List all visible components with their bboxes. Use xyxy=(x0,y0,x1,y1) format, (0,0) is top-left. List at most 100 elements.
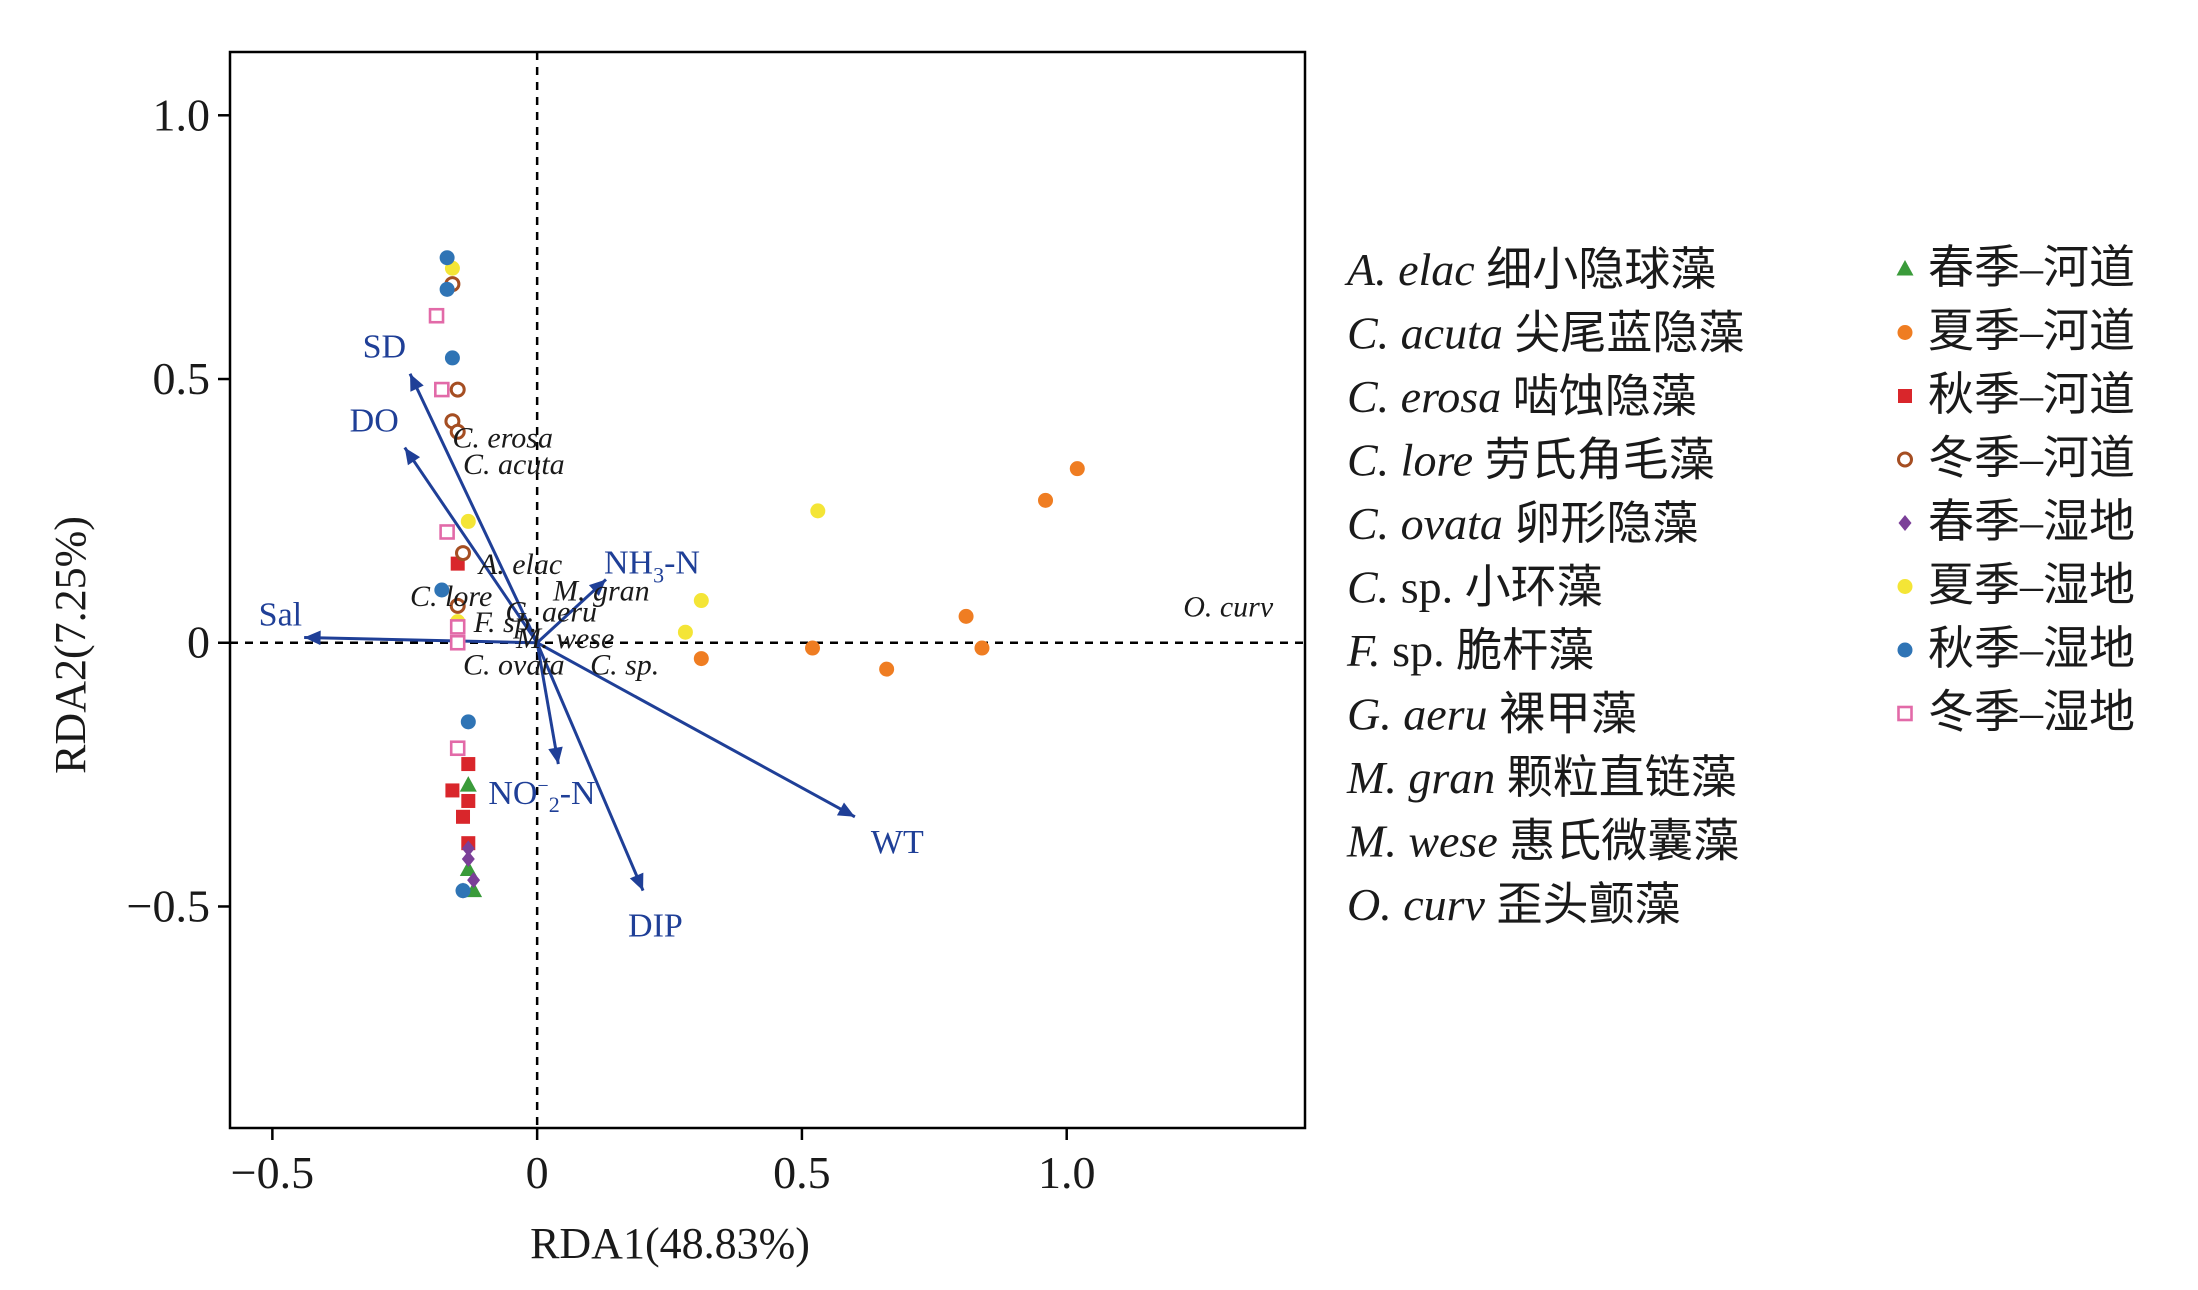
vector-arrowhead xyxy=(629,872,644,891)
vector-line xyxy=(403,446,539,644)
series-legend-label: 冬季–湿地 xyxy=(1928,687,2135,738)
sample-point xyxy=(460,714,476,730)
sample-point xyxy=(693,593,709,609)
species-legend-entry: O. curv 歪头颤藻 xyxy=(1347,879,1680,930)
sample-point xyxy=(449,740,466,757)
series-legend-label: 秋季–河道 xyxy=(1928,369,2135,420)
sample-point xyxy=(974,640,990,656)
x-tick-label: 0.5 xyxy=(773,1147,831,1198)
plot-frame xyxy=(228,50,1307,1130)
series-legend-label: 秋季–湿地 xyxy=(1928,623,2135,674)
sample-point xyxy=(467,872,481,889)
series-legend-marker xyxy=(1897,579,1913,594)
x-tick-label: 0 xyxy=(526,1147,549,1198)
vector-label: DIP xyxy=(628,908,683,945)
species-label: C. sp. xyxy=(590,648,659,681)
species-label: F. sp. xyxy=(473,606,538,639)
y-axis-title: RDA2(7.25%) xyxy=(46,516,95,774)
sample-point xyxy=(445,783,460,798)
vector-arrowhead xyxy=(836,802,855,817)
sample-point xyxy=(439,250,455,266)
vector-line xyxy=(536,641,856,819)
sample-point xyxy=(449,423,466,440)
species-label: G. aeru xyxy=(505,596,597,629)
vector-label: DO xyxy=(350,403,399,440)
species-label: M. wese xyxy=(515,622,614,655)
sample-point xyxy=(444,350,460,366)
sample-point xyxy=(461,793,476,808)
sample-point xyxy=(449,597,466,614)
species-label: O. curv xyxy=(1183,590,1274,623)
sample-point xyxy=(461,851,475,867)
sample-point xyxy=(449,634,466,651)
series-legend-marker xyxy=(1898,515,1912,531)
sample-point xyxy=(810,503,826,519)
sample-point xyxy=(1038,492,1054,508)
species-legend-entry: C. ovata 卵形隐藻 xyxy=(1347,498,1698,549)
species-label: M. gran xyxy=(552,575,650,608)
vector-label: NH3-N xyxy=(604,544,700,587)
x-tick-label: −0.5 xyxy=(231,1147,314,1198)
species-legend-entry: A. elac 细小隐球藻 xyxy=(1344,244,1716,295)
sample-point xyxy=(693,651,709,667)
sample-point xyxy=(459,860,477,877)
vector-arrowhead xyxy=(548,746,563,765)
species-label: C. ovata xyxy=(463,648,565,681)
species-legend-entry: C. acuta 尖尾蓝隐藻 xyxy=(1347,308,1744,359)
series-legend-marker xyxy=(1897,642,1913,658)
y-tick-label: 1.0 xyxy=(153,89,211,140)
vector-label: WT xyxy=(871,824,924,861)
sample-point xyxy=(455,883,471,899)
vector-arrowhead xyxy=(404,447,421,466)
y-tick-label: −0.5 xyxy=(127,880,210,931)
vector-arrowhead xyxy=(304,630,321,646)
sample-point xyxy=(439,281,455,297)
sample-point xyxy=(461,757,476,772)
vector-line xyxy=(535,642,560,765)
species-label: C. lore xyxy=(410,580,492,613)
vector-label: Sal xyxy=(259,596,302,633)
x-axis-title: RDA1(48.83%) xyxy=(530,1219,810,1268)
species-legend-entry: G. aeru 裸甲藻 xyxy=(1347,689,1637,740)
x-tick-label: 1.0 xyxy=(1038,1147,1096,1198)
y-tick-label: 0 xyxy=(187,617,210,668)
vector-line xyxy=(535,642,645,892)
species-legend-entry: C. erosa 啮蚀隐藻 xyxy=(1347,371,1697,422)
vector-label: NO−2-N xyxy=(488,775,595,817)
sample-point xyxy=(455,545,472,562)
species-legend: A. elac 细小隐球藻 C. acuta 尖尾蓝隐藻 C. erosa 啮蚀隐藻… xyxy=(1344,244,1744,930)
sample-point xyxy=(461,840,475,857)
sample-point xyxy=(958,608,974,624)
vector-arrowhead xyxy=(410,373,424,392)
sample-point xyxy=(456,809,471,824)
species-legend-entry: M. wese 惠氏微囊藻 xyxy=(1346,816,1739,867)
series-legend-label: 春季–湿地 xyxy=(1928,496,2135,547)
sample-point xyxy=(460,513,476,529)
series-legend-label: 夏季–河道 xyxy=(1928,306,2135,357)
series-legend-label: 夏季–湿地 xyxy=(1928,560,2135,611)
series-legend-marker xyxy=(1898,389,1912,403)
y-tick-label: 0.5 xyxy=(153,353,211,404)
vector-label: SD xyxy=(363,329,406,366)
vector-line xyxy=(408,373,539,644)
sample-point xyxy=(439,524,455,540)
sample-point xyxy=(1069,461,1085,477)
series-legend-label: 春季–河道 xyxy=(1928,242,2135,293)
series-legend-marker xyxy=(1897,705,1913,722)
sample-point xyxy=(449,619,466,635)
species-legend-entry: C. lore 劳氏角毛藻 xyxy=(1347,435,1715,486)
vector-line xyxy=(304,635,538,645)
series-legend-marker xyxy=(1897,325,1913,340)
sample-point xyxy=(677,624,693,640)
series-legend-label: 冬季–河道 xyxy=(1928,433,2135,484)
species-label: C. erosa xyxy=(452,422,553,455)
species-legend-entry: F. sp. 脆杆藻 xyxy=(1346,625,1594,676)
vector-arrowhead xyxy=(588,579,606,596)
series-legend-marker xyxy=(1897,451,1913,468)
sample-point xyxy=(434,381,450,398)
species-legend-entry: C. sp. 小环藻 xyxy=(1347,562,1603,613)
sample-point xyxy=(459,776,477,792)
